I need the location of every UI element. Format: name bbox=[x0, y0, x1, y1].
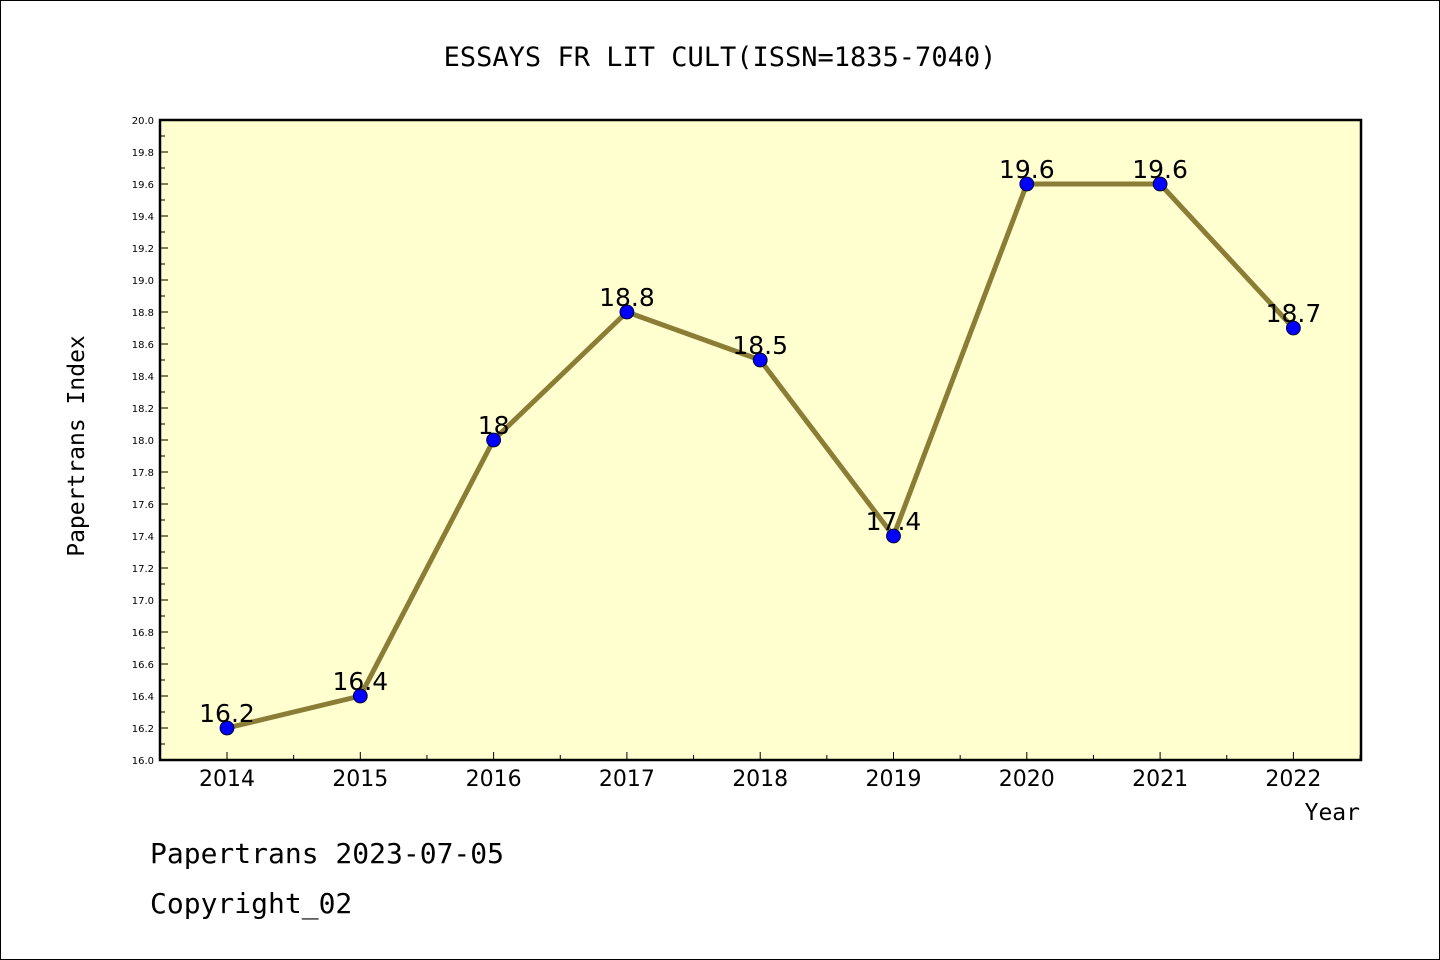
y-axis-ticks: 16.0 16.2 16.4 16.6 16.8 17.0 17.2 17.4 17.6 17.8… bbox=[132, 116, 168, 767]
data-label: 18.5 bbox=[732, 331, 788, 360]
y-tick-label: 16.0 bbox=[132, 756, 154, 767]
data-point bbox=[752, 352, 768, 368]
y-tick-label: 18.0 bbox=[132, 436, 154, 447]
y-tick-label: 17.2 bbox=[132, 564, 154, 575]
y-tick-label: 16.8 bbox=[132, 628, 154, 639]
y-tick-label: 17.0 bbox=[132, 596, 154, 607]
x-axis-label: Year bbox=[1305, 800, 1360, 826]
data-point bbox=[219, 720, 235, 736]
x-tick-label: 2018 bbox=[732, 767, 788, 792]
y-tick-label: 18.2 bbox=[132, 404, 154, 415]
data-point bbox=[619, 304, 635, 320]
x-axis-ticks: 2014 2015 2016 2017 2018 2019 2020 2021 2022 bbox=[159, 752, 1361, 792]
data-point bbox=[1152, 176, 1168, 192]
x-tick-label: 2016 bbox=[466, 767, 522, 792]
x-tick-label: 2020 bbox=[999, 767, 1055, 792]
y-tick-label: 16.2 bbox=[132, 724, 154, 735]
footer-date: Papertrans 2023-07-05 bbox=[150, 837, 504, 870]
y-tick-label: 17.6 bbox=[132, 500, 154, 511]
y-tick-label: 19.0 bbox=[132, 276, 154, 287]
data-point bbox=[1286, 320, 1301, 336]
y-tick-label: 18.4 bbox=[132, 372, 154, 383]
data-point bbox=[1019, 176, 1035, 192]
data-label: 19.6 bbox=[999, 155, 1055, 184]
y-tick-label: 17.4 bbox=[132, 532, 154, 543]
y-tick-label: 20.0 bbox=[132, 116, 154, 127]
x-tick-label: 2021 bbox=[1132, 767, 1188, 792]
y-tick-label: 16.6 bbox=[132, 660, 154, 671]
y-tick-label: 16.4 bbox=[132, 692, 154, 703]
data-label: 18.8 bbox=[599, 283, 655, 312]
footer-copyright: Copyright_02 bbox=[150, 887, 352, 921]
data-label: 17.4 bbox=[866, 507, 922, 536]
y-axis-label: Papertrans Index bbox=[64, 335, 90, 557]
data-label: 19.6 bbox=[1132, 155, 1188, 184]
chart-title: ESSAYS FR LIT CULT(ISSN=1835-7040) bbox=[444, 42, 997, 73]
data-label: 18.7 bbox=[1266, 299, 1322, 328]
data-label: 18 bbox=[478, 411, 510, 440]
y-tick-label: 19.4 bbox=[132, 212, 154, 223]
data-label: 16.2 bbox=[199, 699, 255, 728]
x-tick-label: 2022 bbox=[1265, 767, 1321, 792]
y-tick-label: 18.8 bbox=[132, 308, 154, 319]
y-tick-label: 19.2 bbox=[132, 244, 154, 255]
y-tick-label: 17.8 bbox=[132, 468, 154, 479]
x-tick-label: 2014 bbox=[199, 767, 255, 792]
data-point bbox=[886, 528, 901, 544]
data-point bbox=[486, 432, 502, 448]
y-tick-label: 19.6 bbox=[132, 180, 154, 191]
data-labels: 16.2 16.4 18 18.8 18.5 17.4 19.6 19.6 18.7 bbox=[199, 155, 1321, 728]
plot-area bbox=[158, 118, 1363, 762]
x-tick-label: 2015 bbox=[332, 767, 388, 792]
data-point bbox=[352, 688, 368, 704]
x-tick-label: 2017 bbox=[599, 767, 655, 792]
data-label: 16.4 bbox=[332, 667, 388, 696]
x-tick-label: 2019 bbox=[866, 767, 922, 792]
series-markers bbox=[219, 176, 1301, 736]
y-tick-label: 19.8 bbox=[132, 148, 154, 159]
y-tick-label: 18.6 bbox=[132, 340, 154, 351]
